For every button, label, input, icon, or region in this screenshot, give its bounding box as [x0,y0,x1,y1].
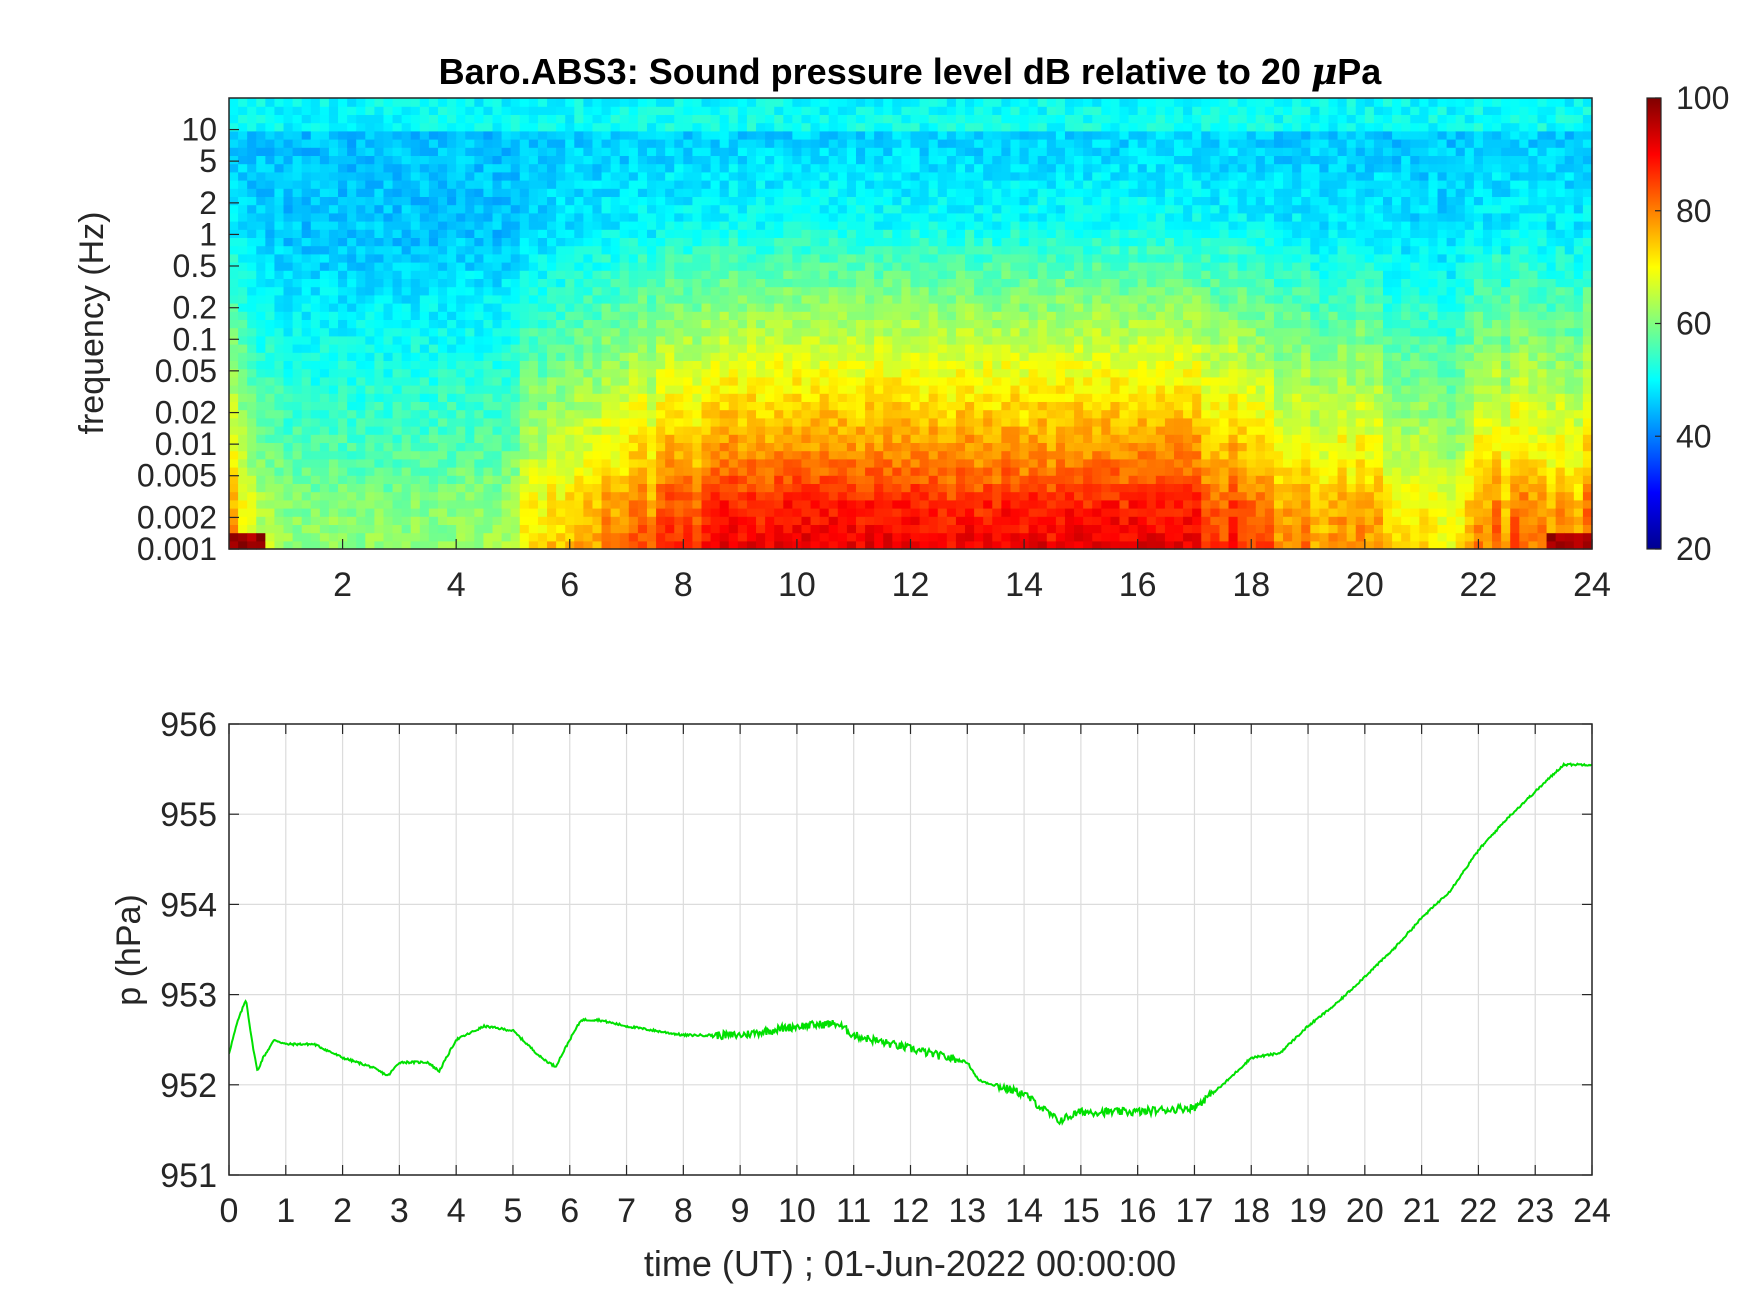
spectrogram-image [229,98,1593,550]
pressure-y-label: p (hPa) [110,894,148,1006]
pressure-series-line [229,761,1592,1126]
spec-y-tick-label: 1 [199,216,217,252]
spec-x-tick-label: 12 [892,566,930,604]
pressure-x-tick-label: 20 [1346,1192,1384,1230]
pressure-x-tick-label: 12 [892,1192,930,1230]
pressure-x-tick-label: 11 [836,1192,871,1230]
pressure-x-tick-label: 4 [447,1192,466,1230]
colorbar-tick-label: 60 [1676,306,1712,342]
spec-x-tick-label: 16 [1119,566,1157,604]
spec-y-tick-label: 0.2 [173,290,217,326]
colorbar-tick-label: 20 [1676,531,1712,567]
spec-y-tick-label: 0.02 [155,395,217,431]
colorbar-tick-label: 40 [1676,418,1712,454]
pressure-y-tick-label: 955 [160,796,217,834]
spec-y-tick-label: 2 [199,185,217,221]
pressure-x-tick-label: 8 [674,1192,693,1230]
pressure-x-tick-label: 6 [560,1192,579,1230]
spec-y-tick-label: 0.005 [137,458,217,494]
title-mu: μ [1311,51,1337,93]
pressure-y-tick-label: 953 [160,977,217,1015]
spec-y-tick-label: 10 [181,112,217,148]
spectrogram-title: Baro.ABS3: Sound pressure level dB relat… [439,51,1383,93]
pressure-x-tick-label: 1 [276,1192,295,1230]
pressure-x-tick-label: 5 [503,1192,522,1230]
title-suffix: Pa [1337,51,1382,92]
pressure-x-tick-label: 10 [778,1192,816,1230]
spec-x-tick-label: 14 [1005,566,1043,604]
spec-x-tick-label: 6 [560,566,579,604]
spec-y-tick-label: 0.5 [173,248,217,284]
spec-x-tick-label: 4 [447,566,466,604]
pressure-x-tick-label: 19 [1289,1192,1327,1230]
pressure-x-tick-label: 7 [617,1192,636,1230]
pressure-x-tick-label: 9 [731,1192,750,1230]
pressure-x-tick-label: 13 [948,1192,986,1230]
pressure-x-tick-label: 3 [390,1192,409,1230]
pressure-x-tick-label: 16 [1119,1192,1157,1230]
pressure-x-tick-label: 24 [1573,1192,1611,1230]
spec-x-tick-label: 18 [1232,566,1270,604]
colorbar-tick-label: 80 [1676,193,1712,229]
spec-y-tick-label: 0.001 [137,531,217,567]
spec-x-tick-label: 8 [674,566,693,604]
pressure-x-tick-label: 22 [1460,1192,1498,1230]
spec-y-tick-label: 0.01 [155,426,217,462]
pressure-x-tick-label: 18 [1232,1192,1270,1230]
pressure-y-tick-label: 952 [160,1067,217,1105]
pressure-x-tick-label: 0 [220,1192,239,1230]
title-prefix: Baro.ABS3: Sound pressure level dB relat… [439,51,1311,92]
spec-x-tick-label: 20 [1346,566,1384,604]
colorbar-tick-label: 100 [1676,80,1729,116]
spec-x-tick-label: 10 [778,566,816,604]
pressure-x-tick-label: 15 [1062,1192,1100,1230]
spec-x-tick-label: 22 [1460,566,1498,604]
spectrogram-x-ticks: 2 4 6 8 10 12 14 16 18 20 22 24 [333,539,1611,604]
pressure-grid [228,723,1593,1176]
spec-x-tick-label: 2 [333,566,352,604]
spec-y-tick-label: 0.002 [137,499,217,535]
spec-y-tick-label: 0.1 [173,321,217,357]
pressure-y-ticks: 951 952 953 954 955 956 [160,706,1592,1195]
pressure-x-ticks: 0 1 2 3 4 5 6 7 8 9 10 11 12 13 14 15 16 17 18 19 20 21 22 23 24 [220,724,1611,1230]
pressure-x-tick-label: 2 [333,1192,352,1230]
pressure-y-tick-label: 956 [160,706,217,744]
spectrogram-y-label: frequency (Hz) [73,212,111,435]
pressure-y-tick-label: 954 [160,886,217,924]
spec-x-tick-label: 24 [1573,566,1611,604]
pressure-x-tick-label: 21 [1403,1192,1441,1230]
pressure-x-tick-label: 23 [1516,1192,1554,1230]
spec-y-tick-label: 0.05 [155,353,217,389]
colorbar-ticks: 20 40 60 80 100 [1655,80,1729,567]
pressure-x-tick-label: 17 [1176,1192,1214,1230]
spec-y-tick-label: 5 [199,143,217,179]
pressure-x-label: time (UT) ; 01-Jun-2022 00:00:00 [644,1243,1176,1284]
pressure-y-tick-label: 951 [160,1157,217,1195]
pressure-x-tick-label: 14 [1005,1192,1043,1230]
